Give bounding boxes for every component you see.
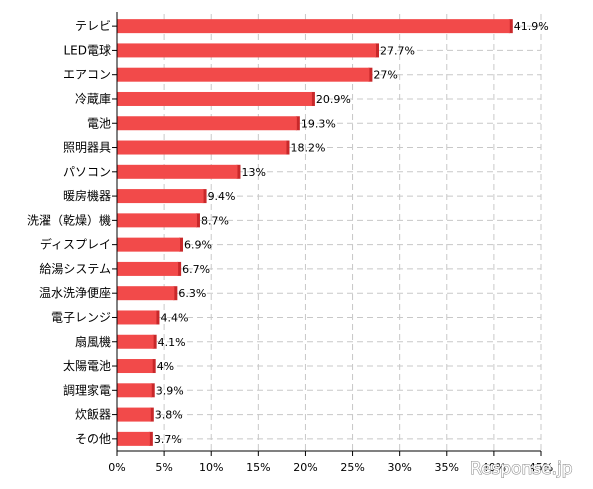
category-label: その他 <box>75 432 111 446</box>
chart-bars <box>117 19 513 446</box>
bar <box>117 359 153 374</box>
bar <box>117 334 154 349</box>
category-label: 冷蔵庫 <box>75 92 111 106</box>
bar <box>117 213 197 228</box>
bar <box>117 237 181 252</box>
value-label: 6.9% <box>184 239 212 252</box>
bar <box>117 286 175 301</box>
bar <box>117 189 204 204</box>
category-label: 電池 <box>87 116 111 130</box>
bar-edge <box>202 189 207 204</box>
bar <box>117 383 152 398</box>
category-label: LED電球 <box>63 43 111 57</box>
bar <box>117 91 312 106</box>
category-label: テレビ <box>75 19 111 33</box>
watermark: Response.jp <box>470 459 573 479</box>
bar-edge <box>508 19 513 34</box>
value-label: 13% <box>241 166 265 179</box>
value-label: 6.7% <box>182 263 210 276</box>
value-label: 27% <box>373 69 397 82</box>
bar-edge <box>310 91 315 106</box>
category-labels: テレビ LED電球エアコン冷蔵庫電池照明器具パソコン暖房機器洗濯（乾燥）機ディスプ… <box>27 19 111 446</box>
category-label: 照明器具 <box>63 141 111 155</box>
category-label: エアコン <box>63 68 111 82</box>
value-labels: 41.9% 27.7% 27% 20.9% 19.3% 18.2% 13% 9.4% 8.7% 6… <box>154 20 549 446</box>
category-label: 扇風機 <box>75 334 111 349</box>
chart-axes <box>112 12 542 456</box>
bar <box>117 19 510 34</box>
bar-edge <box>151 359 156 374</box>
category-label: 太陽電池 <box>63 358 111 373</box>
category-label: 給湯システム <box>39 262 111 276</box>
bar-edge <box>148 431 153 446</box>
x-tick-label: 10% <box>199 461 223 474</box>
bar-edge <box>177 261 182 276</box>
bar-edge <box>368 67 373 82</box>
bar <box>117 67 370 82</box>
bar <box>117 140 287 155</box>
bar <box>117 310 157 325</box>
value-label: 27.7% <box>380 44 415 57</box>
bar <box>117 164 238 179</box>
category-label: 温水洗浄便座 <box>39 285 111 300</box>
category-label: 暖房機器 <box>63 188 111 203</box>
bar-edge <box>152 334 157 349</box>
bar <box>117 407 151 422</box>
x-tick-label: 45% <box>529 461 553 474</box>
x-tick-label: 35% <box>435 461 459 474</box>
bar-edge <box>195 213 200 228</box>
x-tick-label: 20% <box>293 461 317 474</box>
x-tick-label: 30% <box>387 461 411 474</box>
bar-edge <box>236 164 241 179</box>
category-label: 洗濯（乾燥）機 <box>27 212 111 227</box>
x-tick-label: 40% <box>482 461 506 474</box>
x-tick-label: 15% <box>246 461 270 474</box>
value-label: 4% <box>157 360 174 373</box>
bar-edge <box>150 383 155 398</box>
value-label: 3.7% <box>154 433 182 446</box>
bar-edge <box>149 407 154 422</box>
value-label: 20.9% <box>316 93 351 106</box>
x-axis-ticks: 0% 5% 10% 15% 20% 25% 30% 35% 40% 45% <box>108 461 553 474</box>
category-label: 電子レンジ <box>51 310 111 324</box>
value-label: 9.4% <box>208 190 236 203</box>
x-tick-label: 25% <box>340 461 364 474</box>
value-label: 41.9% <box>514 20 549 33</box>
category-label: 調理家電 <box>63 382 111 397</box>
value-label: 3.8% <box>155 409 183 422</box>
value-label: 18.2% <box>290 142 325 155</box>
value-label: 19.3% <box>301 117 336 130</box>
bar-edge <box>285 140 290 155</box>
bar <box>117 261 179 276</box>
x-tick-label: 5% <box>155 461 172 474</box>
value-label: 8.7% <box>201 214 229 227</box>
value-label: 6.3% <box>178 287 206 300</box>
bar <box>117 43 376 58</box>
value-label: 3.9% <box>156 384 184 397</box>
value-label: 4.1% <box>158 336 186 349</box>
bar-edge <box>173 286 178 301</box>
bar <box>117 116 297 131</box>
x-tick-label: 0% <box>108 461 125 474</box>
bar-edge <box>295 116 300 131</box>
category-label: 炊飯器 <box>75 407 111 422</box>
value-label: 4.4% <box>160 311 188 324</box>
bar <box>117 431 150 446</box>
bar-edge <box>179 237 184 252</box>
bar-edge <box>155 310 160 325</box>
category-label: ディスプレイ <box>40 237 111 252</box>
bar-edge <box>374 43 379 58</box>
category-label: パソコン <box>63 165 111 179</box>
